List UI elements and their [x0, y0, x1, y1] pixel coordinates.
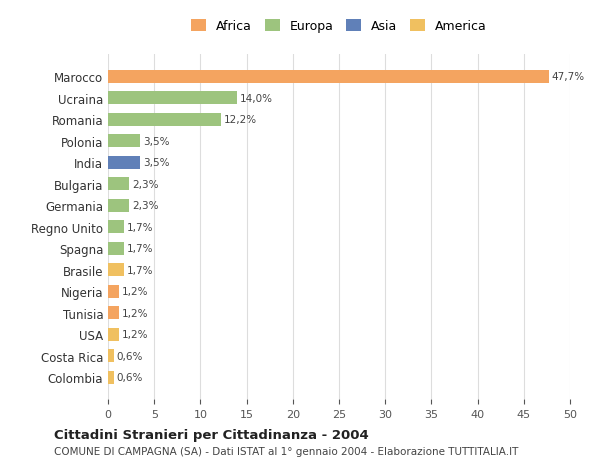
Text: 14,0%: 14,0%	[240, 94, 273, 104]
Text: 12,2%: 12,2%	[223, 115, 257, 125]
Bar	[108, 178, 129, 191]
Text: 1,2%: 1,2%	[122, 286, 148, 297]
Bar	[108, 307, 119, 319]
Text: 3,5%: 3,5%	[143, 158, 170, 168]
Text: 1,2%: 1,2%	[122, 308, 148, 318]
Text: COMUNE DI CAMPAGNA (SA) - Dati ISTAT al 1° gennaio 2004 - Elaborazione TUTTITALI: COMUNE DI CAMPAGNA (SA) - Dati ISTAT al …	[54, 447, 518, 456]
Text: 2,3%: 2,3%	[132, 201, 158, 211]
Bar	[108, 371, 113, 384]
Bar	[108, 199, 129, 212]
Text: 1,2%: 1,2%	[122, 330, 148, 339]
Bar	[108, 349, 113, 362]
Text: 0,6%: 0,6%	[116, 372, 143, 382]
Bar	[108, 285, 119, 298]
Text: 1,7%: 1,7%	[127, 244, 153, 254]
Bar	[108, 92, 238, 105]
Bar	[108, 328, 119, 341]
Legend: Africa, Europa, Asia, America: Africa, Europa, Asia, America	[188, 17, 490, 37]
Text: Cittadini Stranieri per Cittadinanza - 2004: Cittadini Stranieri per Cittadinanza - 2…	[54, 428, 369, 442]
Text: 1,7%: 1,7%	[127, 265, 153, 275]
Text: 47,7%: 47,7%	[551, 72, 584, 82]
Bar	[108, 135, 140, 148]
Bar	[108, 221, 124, 234]
Bar	[108, 71, 549, 84]
Bar	[108, 263, 124, 276]
Bar	[108, 242, 124, 255]
Bar	[108, 157, 140, 169]
Text: 1,7%: 1,7%	[127, 222, 153, 232]
Bar	[108, 113, 221, 127]
Text: 3,5%: 3,5%	[143, 136, 170, 146]
Text: 0,6%: 0,6%	[116, 351, 143, 361]
Text: 2,3%: 2,3%	[132, 179, 158, 189]
